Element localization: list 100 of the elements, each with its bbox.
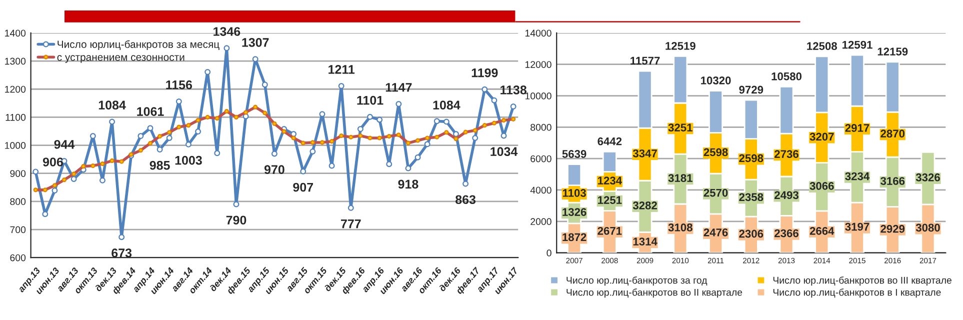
point bbox=[52, 188, 58, 194]
data-label: 1346 bbox=[214, 27, 240, 36]
data-label: 1003 bbox=[175, 156, 202, 165]
point bbox=[118, 234, 125, 240]
legend-label: Число юрлиц-банкротов за месяц bbox=[58, 40, 220, 50]
data-label: 3181 bbox=[668, 174, 692, 182]
y-tick-label: 600 bbox=[10, 254, 26, 262]
point bbox=[176, 98, 182, 104]
data-label: 918 bbox=[398, 180, 418, 189]
point bbox=[328, 162, 335, 169]
point bbox=[224, 45, 230, 52]
data-label: 790 bbox=[226, 216, 246, 225]
point bbox=[166, 134, 172, 141]
y-tick-label: 800 bbox=[10, 198, 26, 206]
data-label: 777 bbox=[341, 219, 361, 228]
point bbox=[491, 97, 498, 104]
y-tick-label: 0 bbox=[546, 250, 552, 256]
y-tick-label: 10000 bbox=[525, 92, 552, 100]
data-label: 2570 bbox=[704, 188, 728, 197]
point bbox=[462, 180, 469, 187]
point bbox=[233, 201, 240, 208]
data-label: 2358 bbox=[739, 193, 764, 202]
point bbox=[138, 133, 144, 139]
point bbox=[271, 150, 278, 157]
data-label: 1326 bbox=[562, 208, 586, 216]
point bbox=[386, 161, 392, 168]
y-tick-label: 700 bbox=[10, 226, 26, 234]
data-label: 2598 bbox=[704, 148, 728, 156]
data-label: 1138 bbox=[500, 85, 526, 94]
point bbox=[357, 126, 364, 132]
point bbox=[156, 146, 163, 152]
data-label: 1084 bbox=[433, 100, 460, 110]
legend-label: Число юр.лиц-банкротов во III квартале bbox=[773, 276, 952, 286]
data-label: 3282 bbox=[632, 202, 657, 210]
data-label: 673 bbox=[112, 248, 132, 258]
y-tick-label: 1300 bbox=[5, 58, 26, 65]
data-label: 1034 bbox=[490, 147, 518, 156]
total-label: 6442 bbox=[598, 137, 622, 146]
point bbox=[42, 211, 48, 218]
point bbox=[472, 134, 478, 141]
point bbox=[147, 125, 154, 132]
point bbox=[443, 118, 450, 125]
data-label: 3207 bbox=[810, 132, 834, 141]
data-label: 1307 bbox=[242, 38, 269, 47]
legend-label: с устранением сезонности bbox=[57, 55, 184, 63]
point bbox=[90, 133, 96, 139]
data-label: 1156 bbox=[166, 80, 192, 90]
data-label: 3347 bbox=[632, 149, 657, 158]
y-tick-label: 1400 bbox=[5, 30, 26, 37]
data-label: 970 bbox=[264, 165, 284, 174]
data-label: 3234 bbox=[845, 172, 870, 180]
total-label: 9729 bbox=[739, 86, 764, 94]
data-label: 1199 bbox=[472, 68, 498, 78]
data-label: 1061 bbox=[137, 107, 164, 116]
data-label: 2476 bbox=[704, 228, 728, 236]
y-tick-label: 1100 bbox=[6, 114, 26, 121]
data-label: 2870 bbox=[880, 130, 905, 138]
total-label: 10580 bbox=[772, 72, 802, 80]
point bbox=[32, 168, 39, 175]
y-tick-label: 14000 bbox=[525, 30, 552, 37]
total-label: 12159 bbox=[878, 48, 908, 56]
y-tick-label: 6000 bbox=[530, 155, 552, 162]
data-label: 1251 bbox=[598, 196, 622, 204]
data-label: 2917 bbox=[845, 124, 870, 132]
data-label: 3166 bbox=[880, 177, 905, 185]
data-label: 2306 bbox=[739, 230, 764, 238]
data-label: 985 bbox=[150, 160, 170, 170]
point bbox=[510, 104, 516, 110]
y-tick-label: 1000 bbox=[5, 142, 26, 149]
y-tick-label: 4000 bbox=[530, 186, 552, 194]
y-tick-label: 2000 bbox=[530, 218, 552, 226]
y-tick-label: 12000 bbox=[525, 61, 552, 68]
point bbox=[348, 204, 354, 211]
y-tick-label: 8000 bbox=[530, 124, 552, 131]
point bbox=[109, 118, 116, 125]
point bbox=[482, 86, 488, 92]
legend-label: Число юр.лиц-банкротов в I квартале bbox=[773, 288, 941, 298]
data-label: 863 bbox=[456, 195, 476, 204]
point bbox=[424, 141, 430, 148]
data-label: 2366 bbox=[774, 229, 798, 238]
total-label: 12591 bbox=[842, 40, 872, 49]
point bbox=[310, 148, 316, 154]
total-label: 12519 bbox=[666, 42, 696, 50]
data-label: 2736 bbox=[774, 150, 798, 158]
point bbox=[214, 150, 220, 156]
data-label: 2493 bbox=[774, 191, 798, 200]
total-label: 11577 bbox=[630, 56, 660, 65]
total-label: 5639 bbox=[562, 150, 586, 158]
data-label: 3197 bbox=[845, 222, 870, 231]
data-label: 3251 bbox=[668, 124, 692, 132]
data-label: 907 bbox=[293, 182, 313, 192]
data-label: 3326 bbox=[916, 173, 940, 182]
point bbox=[396, 101, 402, 107]
data-label: 1872 bbox=[562, 233, 586, 242]
point bbox=[367, 114, 373, 120]
data-label: 3080 bbox=[916, 224, 940, 232]
point bbox=[195, 128, 202, 135]
point bbox=[204, 69, 211, 75]
total-label: 12508 bbox=[807, 42, 837, 50]
y-tick-label: 1200 bbox=[5, 86, 26, 93]
